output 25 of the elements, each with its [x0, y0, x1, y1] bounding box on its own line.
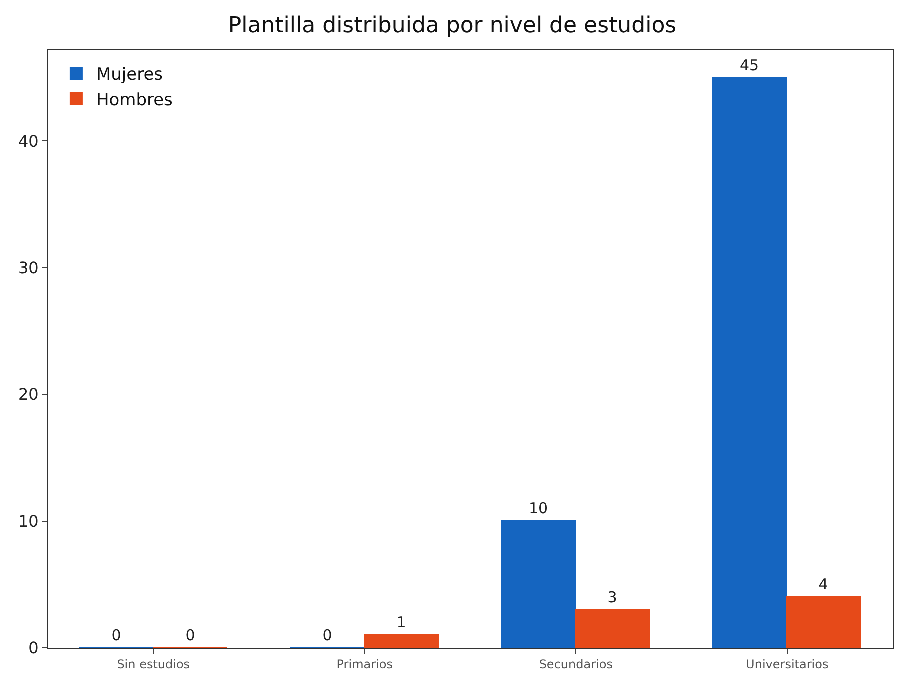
data-label: 3: [608, 588, 618, 606]
y-tick-label: 20: [18, 385, 39, 404]
data-label: 0: [112, 626, 122, 644]
legend-label: Mujeres: [96, 65, 164, 86]
x-tick-label: Secundarios: [539, 657, 613, 672]
data-label: 1: [396, 614, 406, 632]
data-label: 4: [818, 576, 828, 594]
data-label: 0: [322, 626, 332, 644]
legend-label: Hombres: [96, 90, 174, 110]
data-label: 45: [740, 56, 760, 74]
data-label: 0: [186, 626, 196, 644]
y-tick-label: 30: [18, 258, 39, 278]
x-tick-label: Sin estudios: [117, 657, 190, 672]
x-tick-label: Universitarios: [746, 657, 829, 672]
chart-title: Plantilla distribuida por nivel de estudios: [228, 13, 677, 38]
bar: [364, 634, 439, 648]
bar: [712, 77, 787, 648]
y-tick-label: 0: [28, 638, 39, 658]
x-tick-label: Primarios: [336, 657, 393, 672]
bar: [786, 596, 861, 648]
bar: [575, 609, 650, 648]
bar: [501, 520, 576, 648]
y-tick-label: 10: [18, 512, 39, 531]
data-label: 10: [528, 500, 548, 518]
y-tick-label: 40: [18, 132, 39, 151]
